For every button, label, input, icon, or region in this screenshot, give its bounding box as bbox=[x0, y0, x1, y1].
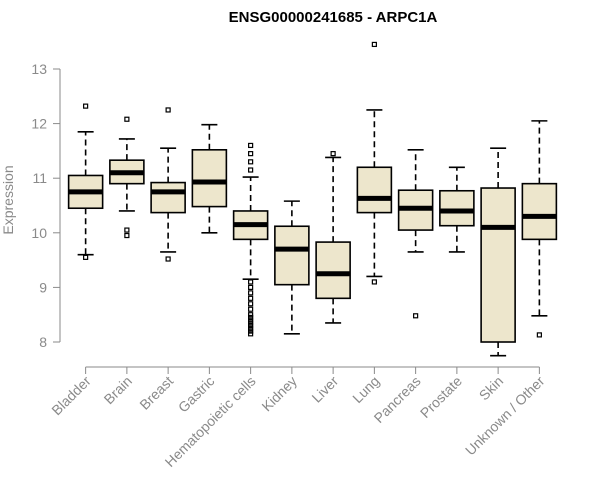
x-tick-label: Brain bbox=[101, 373, 135, 407]
outlier-point bbox=[124, 116, 130, 122]
outlier-point bbox=[248, 167, 254, 173]
box-breast bbox=[150, 107, 186, 262]
box-brain bbox=[109, 116, 145, 239]
box-bladder bbox=[67, 103, 104, 260]
outlier-point bbox=[536, 332, 542, 338]
x-tick-label: Liver bbox=[308, 373, 341, 406]
x-tick-label: Lung bbox=[349, 373, 382, 406]
box-rect bbox=[150, 181, 186, 214]
y-tick-label: 9 bbox=[39, 279, 47, 295]
outlier-point bbox=[165, 256, 171, 262]
outlier-point bbox=[248, 314, 254, 321]
outlier-point bbox=[124, 227, 130, 233]
outlier-point bbox=[248, 331, 254, 337]
outlier-point bbox=[371, 279, 377, 285]
outlier-point bbox=[248, 279, 254, 285]
outlier-point bbox=[248, 320, 254, 326]
chart-title: ENSG00000241685 - ARPC1A bbox=[229, 9, 438, 26]
outlier-point bbox=[248, 301, 254, 307]
axes: 8 9 10 11 12 13 bbox=[31, 61, 540, 374]
outlier-point bbox=[124, 232, 130, 239]
outlier-point bbox=[330, 151, 336, 157]
box-rect bbox=[274, 225, 310, 286]
box-gastric bbox=[191, 123, 228, 234]
boxes bbox=[67, 41, 558, 357]
y-tick-label: 11 bbox=[32, 170, 47, 186]
x-tick-label: Bladder bbox=[48, 373, 94, 419]
box-lung bbox=[356, 41, 393, 285]
outlier-point bbox=[248, 142, 254, 149]
box-rect bbox=[191, 149, 228, 208]
outlier-point bbox=[248, 295, 254, 301]
outlier-point bbox=[248, 159, 254, 165]
outlier-point bbox=[371, 41, 377, 48]
outlier-point bbox=[248, 317, 254, 323]
box-rect bbox=[521, 182, 558, 241]
box-rect bbox=[356, 166, 393, 214]
box-prostate bbox=[439, 166, 475, 253]
x-tick-label: Kidney bbox=[258, 373, 300, 415]
box-hematopoietic-cells bbox=[232, 142, 269, 337]
outlier-point bbox=[248, 151, 254, 157]
outlier-point bbox=[83, 103, 89, 109]
outlier-point bbox=[248, 323, 254, 329]
x-tick-label: Prostate bbox=[417, 373, 465, 421]
outlier-point bbox=[413, 313, 419, 319]
box-rect bbox=[315, 241, 351, 300]
y-tick-label: 10 bbox=[31, 225, 47, 241]
outlier-point bbox=[165, 107, 171, 113]
box-liver bbox=[315, 151, 351, 324]
y-tick-label: 8 bbox=[39, 334, 47, 350]
x-tick-label: Breast bbox=[136, 373, 176, 413]
outlier-point bbox=[248, 312, 254, 318]
box-kidney bbox=[274, 200, 310, 335]
outlier-point bbox=[248, 290, 254, 296]
box-rect bbox=[480, 187, 516, 343]
y-tick-label: 12 bbox=[31, 116, 47, 132]
box-unknown-other bbox=[521, 120, 558, 338]
outlier-point bbox=[83, 254, 89, 260]
outlier-point bbox=[248, 325, 254, 331]
outlier-point bbox=[248, 306, 254, 312]
x-tick-label: Skin bbox=[476, 373, 507, 404]
outlier-point bbox=[248, 284, 254, 290]
outlier-point bbox=[248, 328, 254, 334]
box-pancreas bbox=[397, 149, 434, 319]
box-skin bbox=[480, 147, 516, 357]
y-axis-label: Expression bbox=[0, 165, 16, 234]
box-rect bbox=[439, 189, 475, 227]
y-tick-label: 13 bbox=[31, 61, 47, 77]
